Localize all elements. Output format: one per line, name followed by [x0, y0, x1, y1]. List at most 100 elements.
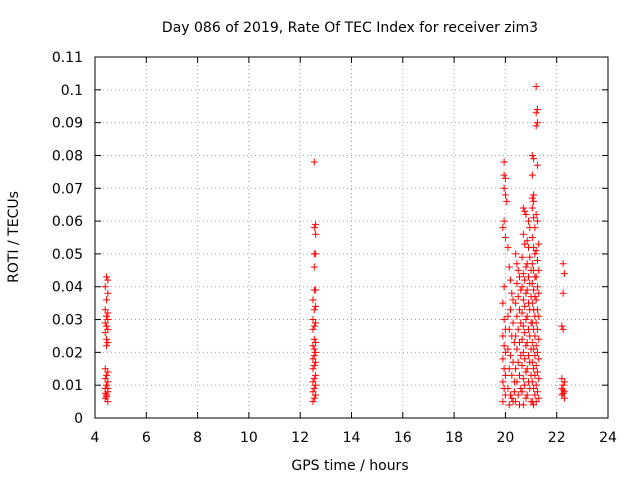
data-point-plus	[309, 342, 317, 350]
data-point-plus	[309, 398, 317, 406]
data-point-plus	[523, 237, 531, 245]
y-tick-label: 0.06	[52, 214, 83, 230]
data-point-plus	[532, 247, 540, 255]
data-point-plus	[103, 371, 111, 379]
data-point-plus	[104, 398, 112, 406]
data-point-plus	[312, 381, 320, 389]
data-point-plus	[518, 388, 526, 396]
data-point-plus	[559, 386, 567, 394]
data-point-plus	[312, 220, 320, 228]
data-point-plus	[514, 293, 522, 301]
data-point-plus	[512, 299, 520, 307]
data-point-plus	[522, 368, 530, 376]
data-point-plus	[524, 352, 532, 360]
data-point-plus	[531, 332, 539, 340]
data-point-plus	[559, 325, 567, 333]
y-axis-label: ROTI / TECUs	[6, 191, 22, 283]
data-point-plus	[513, 378, 521, 386]
data-point-plus	[310, 375, 318, 383]
data-point-plus	[101, 389, 109, 397]
data-point-plus	[101, 319, 109, 327]
x-tick-label: 10	[240, 430, 258, 446]
data-point-plus	[522, 394, 530, 402]
data-point-plus	[505, 263, 513, 271]
data-point-plus	[518, 253, 526, 261]
data-point-plus	[532, 296, 540, 304]
data-point-plus	[524, 273, 532, 281]
data-point-plus	[310, 345, 318, 353]
x-tick-label: 6	[142, 430, 151, 446]
data-point-plus	[500, 171, 508, 179]
data-point-plus	[310, 361, 318, 369]
data-point-plus	[508, 394, 516, 402]
data-point-plus	[103, 296, 111, 304]
data-point-plus	[514, 358, 522, 366]
data-point-plus	[499, 355, 507, 363]
data-point-plus	[504, 312, 512, 320]
data-point-plus	[309, 365, 317, 373]
data-point-plus	[101, 329, 109, 337]
data-point-plus	[507, 276, 515, 284]
data-point-plus	[518, 335, 526, 343]
x-tick-label: 20	[496, 430, 514, 446]
data-point-plus	[501, 234, 509, 241]
x-tick-label: 4	[91, 430, 100, 446]
data-point-plus	[523, 312, 531, 320]
data-point-plus	[514, 325, 522, 333]
x-tick-label: 18	[445, 430, 463, 446]
data-point-plus	[532, 361, 540, 369]
data-point-plus	[514, 266, 522, 274]
data-point-plus	[528, 299, 536, 307]
data-point-plus	[535, 240, 543, 248]
data-point-plus	[310, 306, 318, 314]
data-point-plus	[309, 325, 317, 333]
data-point-plus	[103, 322, 111, 330]
data-point-plus	[532, 122, 540, 130]
data-point-plus	[521, 329, 529, 337]
data-point-plus	[533, 306, 541, 314]
data-point-plus	[531, 293, 539, 301]
data-point-plus	[500, 184, 508, 192]
x-tick-label: 14	[343, 430, 361, 446]
data-point-plus	[533, 256, 541, 264]
data-point-plus	[104, 309, 112, 317]
data-point-plus	[532, 319, 540, 327]
data-point-plus	[507, 306, 515, 314]
data-point-plus	[532, 109, 540, 117]
data-point-plus	[528, 378, 536, 386]
data-point-plus	[535, 375, 543, 383]
data-point-plus	[312, 348, 320, 356]
data-point-plus	[532, 273, 540, 281]
data-point-plus	[535, 355, 543, 363]
data-point-plus	[499, 224, 507, 232]
data-point-plus	[513, 260, 521, 268]
data-point-plus	[519, 204, 527, 212]
data-point-plus	[533, 348, 541, 356]
data-point-plus	[500, 217, 508, 225]
data-point-plus	[524, 217, 532, 225]
data-point-plus	[533, 217, 541, 225]
data-point-plus	[312, 391, 320, 399]
data-point-plus	[533, 283, 541, 291]
data-point-plus	[519, 348, 527, 356]
data-point-plus	[523, 391, 531, 399]
y-tick-label: 0.01	[52, 378, 83, 394]
data-point-plus	[312, 371, 320, 379]
data-point-plus	[312, 250, 320, 258]
data-point-plus	[505, 365, 513, 373]
data-point-plus	[310, 322, 318, 330]
data-point-plus	[521, 207, 529, 215]
data-point-plus	[501, 371, 509, 379]
data-point-plus	[532, 83, 540, 91]
data-point-plus	[310, 352, 318, 360]
data-point-plus	[522, 211, 530, 219]
data-point-plus	[535, 312, 543, 320]
data-point-plus	[513, 312, 521, 320]
data-point-plus	[535, 335, 543, 343]
data-point-plus	[517, 384, 525, 392]
data-point-plus	[522, 289, 530, 297]
x-tick-label: 22	[548, 430, 566, 446]
data-point-plus	[519, 375, 527, 383]
data-point-plus	[528, 234, 536, 241]
data-point-plus	[533, 106, 541, 114]
